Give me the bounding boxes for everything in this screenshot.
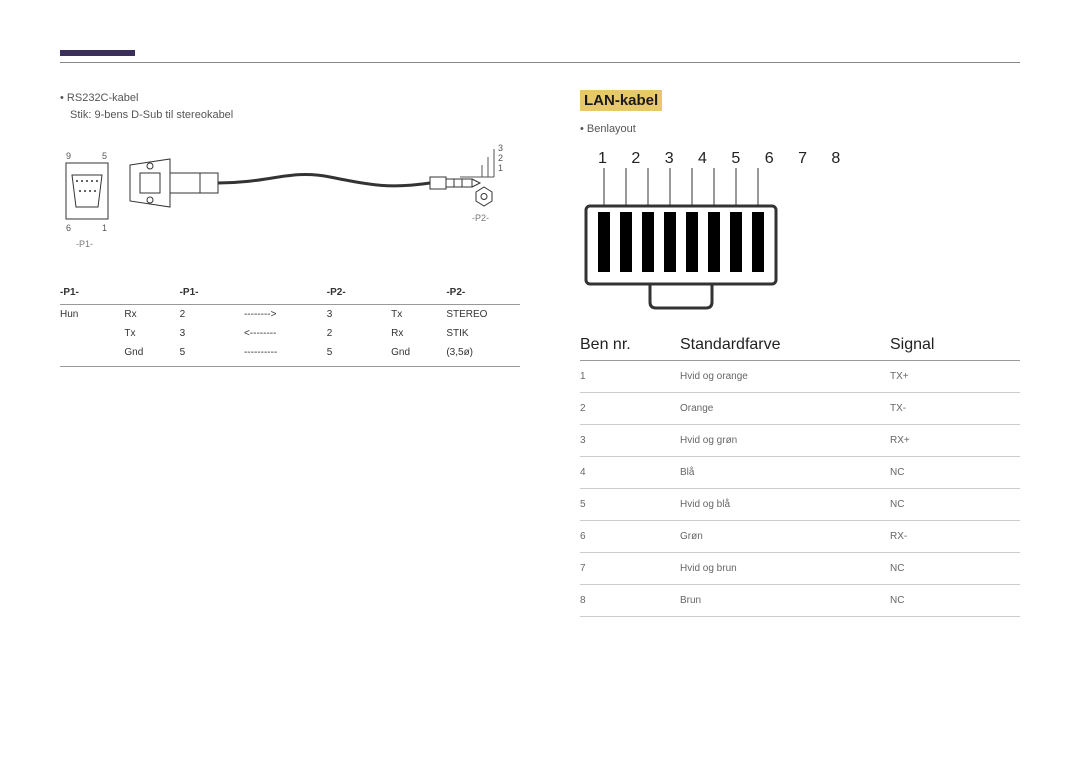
lan-table-header: Ben nr. Standardfarve Signal	[580, 336, 1020, 361]
rs232-pin-table: -P1- -P1- -P2- -P2- Hun Rx 2 --------> 3…	[60, 283, 520, 367]
lan-layout-label: Benlayout	[580, 121, 1020, 138]
lan-th-signal: Signal	[890, 336, 1020, 354]
lan-row: 5Hvid og blåNC	[580, 489, 1020, 521]
lan-th-pin: Ben nr.	[580, 336, 680, 354]
lan-row: 1Hvid og orangeTX+	[580, 361, 1020, 393]
lan-table-body: 1Hvid og orangeTX+ 2OrangeTX- 3Hvid og g…	[580, 361, 1020, 617]
lan-section: LAN-kabel Benlayout 1 2 3 4 5 6 7 8	[580, 90, 1020, 617]
lan-th-color: Standardfarve	[680, 336, 890, 354]
rj45-pin-numbers: 1 2 3 4 5 6 7 8	[598, 150, 1020, 168]
lan-row: 3Hvid og grønRX+	[580, 425, 1020, 457]
db9-label-5: 5	[102, 151, 107, 161]
db9-label-6: 6	[66, 223, 71, 233]
lan-row: 4BlåNC	[580, 457, 1020, 489]
rs232-title: RS232C-kabel	[60, 90, 520, 107]
db9-label-1: 1	[102, 223, 107, 233]
top-rule	[60, 62, 1020, 63]
rs-th-p1a: -P1-	[60, 283, 124, 305]
db9-label-9: 9	[66, 151, 71, 161]
rs-th-p2b: -P2-	[446, 283, 520, 305]
jack-label-1: 1	[498, 163, 503, 173]
rs232-cable-svg: 9 5 6 1 -P1-	[60, 135, 520, 265]
rs232-subtitle: Stik: 9-bens D-Sub til stereokabel	[70, 107, 520, 124]
p1-label: -P1-	[76, 239, 93, 249]
lan-row: 7Hvid og brunNC	[580, 553, 1020, 585]
lan-row: 2OrangeTX-	[580, 393, 1020, 425]
p2-label: -P2-	[472, 213, 489, 223]
jack-label-3: 3	[498, 143, 503, 153]
jack-label-2: 2	[498, 153, 503, 163]
rj45-diagram: 1 2 3 4 5 6 7 8	[580, 150, 1020, 318]
rs-th-p1b: -P1-	[180, 283, 244, 305]
top-accent-bar	[60, 50, 135, 56]
rs232-diagram: 9 5 6 1 -P1-	[60, 135, 520, 265]
lan-row: 6GrønRX-	[580, 521, 1020, 553]
lan-row: 8BrunNC	[580, 585, 1020, 617]
rj45-svg	[580, 168, 800, 318]
rs232-section: RS232C-kabel Stik: 9-bens D-Sub til ster…	[60, 90, 520, 617]
lan-heading: LAN-kabel	[580, 90, 662, 111]
rs-th-p2a: -P2-	[327, 283, 391, 305]
